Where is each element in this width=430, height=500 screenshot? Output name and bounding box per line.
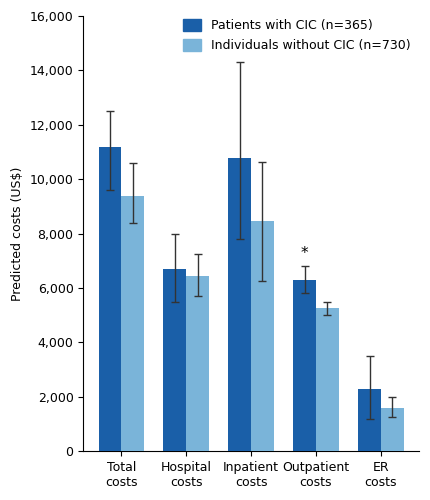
- Legend: Patients with CIC (n=365), Individuals without CIC (n=730): Patients with CIC (n=365), Individuals w…: [178, 14, 416, 57]
- Bar: [251, 222, 274, 451]
- Bar: [228, 158, 251, 451]
- Bar: [316, 308, 339, 451]
- Bar: [186, 276, 209, 451]
- Bar: [98, 146, 121, 451]
- Bar: [121, 196, 144, 451]
- Y-axis label: Predicted costs (US$): Predicted costs (US$): [11, 166, 24, 301]
- Text: *: *: [301, 246, 308, 261]
- Bar: [293, 280, 316, 451]
- Bar: [381, 408, 404, 451]
- Bar: [163, 269, 186, 451]
- Bar: [358, 388, 381, 451]
